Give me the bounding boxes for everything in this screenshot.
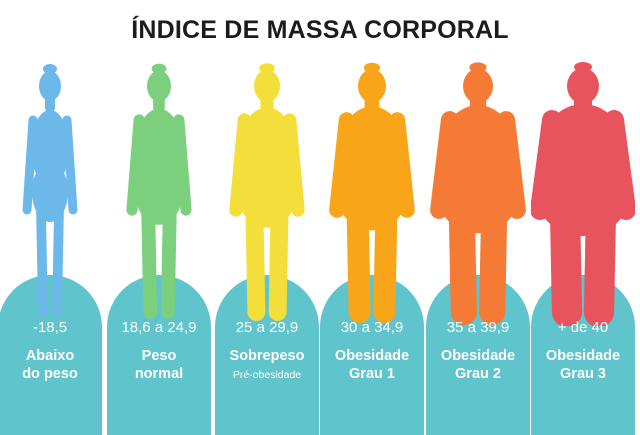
bmi-range: 18,6 a 24,9 bbox=[121, 319, 197, 336]
right-leg bbox=[373, 198, 398, 324]
pedestal bbox=[0, 275, 102, 435]
hair-bun bbox=[363, 62, 381, 73]
hair-bun bbox=[43, 64, 57, 74]
hair-bun bbox=[259, 63, 275, 74]
hair-bun bbox=[469, 62, 487, 73]
left-leg bbox=[448, 196, 477, 326]
bmi-category-obesity-3: + de 40 Obesidade Grau 3 bbox=[531, 0, 635, 435]
category-label: Peso normal bbox=[107, 347, 211, 383]
page-title: ÍNDICE DE MASSA CORPORAL bbox=[131, 16, 509, 44]
category-label-line2: Grau 1 bbox=[349, 366, 395, 382]
left-leg bbox=[346, 198, 371, 324]
bmi-category-normal: 18,6 a 24,9 Peso normal bbox=[107, 0, 211, 435]
body-silhouette bbox=[531, 62, 635, 326]
head bbox=[147, 70, 171, 102]
bmi-category-obesity-2: 35 a 39,9 Obesidade Grau 2 bbox=[426, 0, 530, 435]
pedestal bbox=[107, 275, 211, 435]
body-silhouette bbox=[430, 62, 526, 326]
right-leg bbox=[160, 203, 177, 319]
hair-bun bbox=[574, 62, 592, 72]
pedestal bbox=[215, 275, 319, 435]
category-label: Abaixo do peso bbox=[0, 347, 102, 383]
right-leg bbox=[479, 196, 508, 326]
category-label-line1: Obesidade bbox=[440, 348, 516, 364]
body-silhouette bbox=[126, 63, 192, 319]
bmi-range: 35 a 39,9 bbox=[446, 319, 510, 336]
bmi-range: -18,5 bbox=[32, 319, 68, 336]
category-label: Obesidade Grau 2 bbox=[426, 347, 530, 383]
category-label-line1: Sobrepeso bbox=[229, 348, 305, 364]
right-leg bbox=[583, 194, 617, 326]
neck bbox=[45, 96, 55, 112]
category-label: Obesidade Grau 3 bbox=[531, 347, 635, 383]
category-label: Obesidade Grau 1 bbox=[320, 347, 424, 383]
category-label: Sobrepeso bbox=[215, 347, 319, 365]
category-label-line1: Obesidade bbox=[334, 348, 410, 364]
body-silhouette bbox=[229, 63, 305, 321]
bmi-category-underweight: -18,5 Abaixo do peso bbox=[0, 0, 102, 435]
left-arm bbox=[22, 115, 38, 215]
neck bbox=[153, 96, 165, 112]
head bbox=[463, 68, 493, 104]
head bbox=[39, 71, 61, 101]
pedestal bbox=[320, 275, 424, 435]
right-leg bbox=[268, 201, 289, 321]
head bbox=[254, 69, 280, 103]
category-label-line2: do peso bbox=[22, 366, 78, 382]
category-label-line1: Abaixo bbox=[25, 348, 75, 364]
right-leg bbox=[52, 205, 64, 317]
head bbox=[567, 68, 599, 104]
left-leg bbox=[245, 201, 266, 321]
pedestal bbox=[426, 275, 530, 435]
bmi-category-obesity-1: 30 a 34,9 Obesidade Grau 1 bbox=[320, 0, 424, 435]
body-silhouette bbox=[329, 62, 415, 324]
body-silhouette bbox=[22, 64, 78, 317]
pedestal bbox=[531, 275, 635, 435]
category-sublabel: Pré-obesidade bbox=[232, 369, 302, 381]
right-arm bbox=[62, 115, 78, 215]
bmi-range: 30 a 34,9 bbox=[340, 319, 404, 336]
left-leg bbox=[549, 194, 583, 326]
category-label-line1: Obesidade bbox=[545, 348, 621, 364]
category-label-line2: Grau 3 bbox=[560, 366, 606, 382]
left-leg bbox=[141, 203, 158, 319]
bmi-category-overweight: 25 a 29,9 Sobrepeso Pré-obesidade bbox=[215, 0, 319, 435]
head bbox=[358, 69, 386, 103]
hair-bun bbox=[151, 63, 167, 74]
bmi-range: + de 40 bbox=[557, 319, 609, 336]
category-label-line2: normal bbox=[134, 366, 184, 382]
bmi-range: 25 a 29,9 bbox=[235, 319, 299, 336]
category-label-line1: Peso bbox=[141, 348, 177, 364]
category-label-line2: Grau 2 bbox=[455, 366, 501, 382]
left-leg bbox=[36, 205, 48, 317]
